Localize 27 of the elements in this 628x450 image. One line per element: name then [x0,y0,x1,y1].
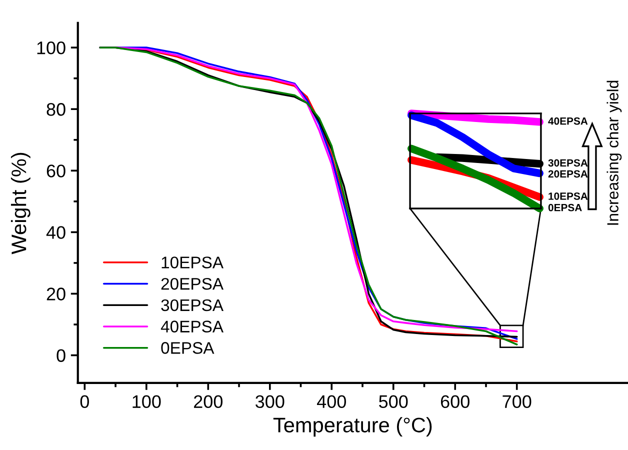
y-tick-label: 60 [46,164,66,178]
y-tick-label: 40 [46,226,66,239]
y-tick-label: 20 [46,288,66,300]
x-tick-label: 700 [502,395,532,408]
y-axis-title: Weight (%) [10,152,30,254]
legend-label: 0EPSA [161,342,214,354]
legend-label: 20EPSA [161,278,224,290]
x-axis-title: Temperature (°C) [273,417,432,437]
x-tick-label: 0 [80,395,89,408]
series-label: 30EPSA [548,159,588,167]
legend-label: 10EPSA [162,256,224,268]
series-label: 0EPSA [548,204,582,212]
x-tick-label: 600 [440,395,470,408]
x-tick-label: 500 [379,395,408,408]
legend-label: 40EPSA [160,320,224,332]
annotation: Increasing char yield [606,80,622,225]
x-tick-label: 300 [256,395,284,408]
x-tick-label: 200 [194,395,223,408]
x-tick-label: 100 [132,395,161,408]
y-tick-label: 80 [46,103,66,116]
legend-label: 30EPSA [161,299,224,312]
y-tick-label: 100 [37,42,66,54]
y-tick-label: 0 [56,349,66,362]
series-label: 20EPSA [548,170,588,178]
series-label: 40EPSA [548,117,588,125]
x-tick-label: 400 [316,395,346,408]
series-label: 10EPSA [548,192,588,200]
